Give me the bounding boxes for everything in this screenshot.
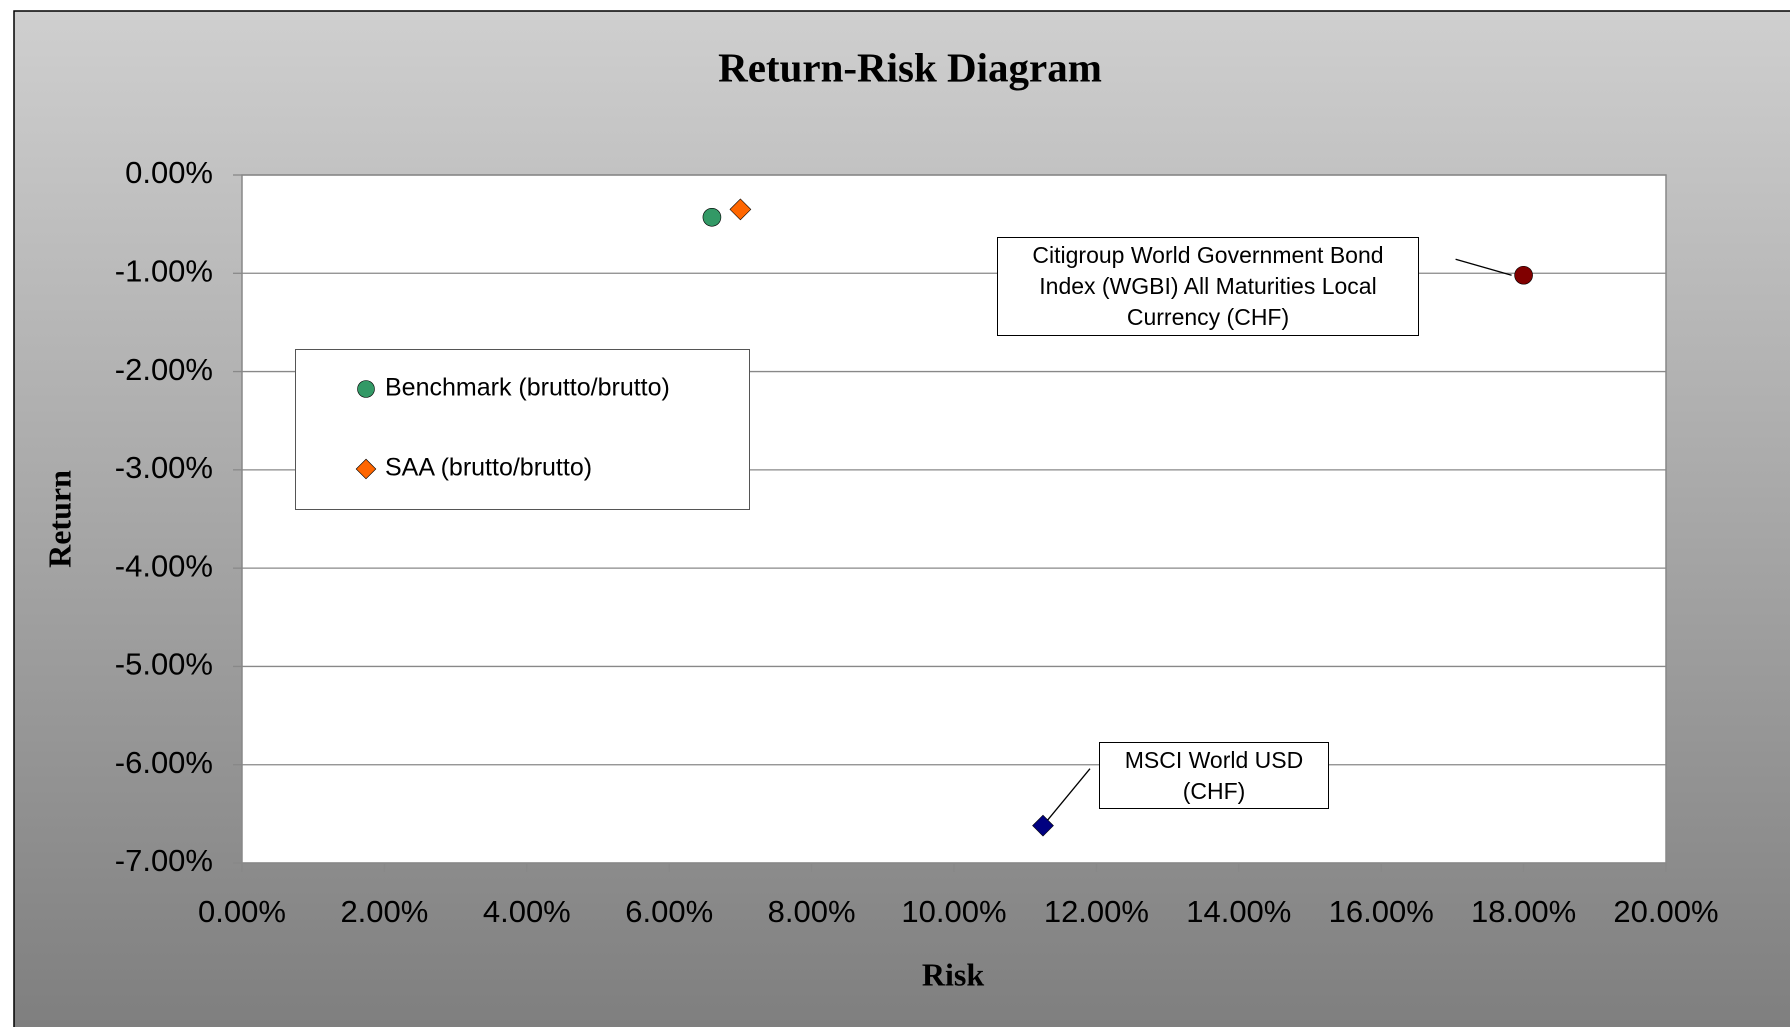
y-tick-label: -4.00% [115,548,213,583]
y-tick-label: -7.00% [115,843,213,878]
x-tick-label: 8.00% [768,894,856,929]
x-tick-label: 10.00% [901,894,1006,929]
y-tick-label: 0.00% [125,155,213,190]
leader-line [1455,258,1512,276]
chart-title: Return-Risk Diagram [718,44,1102,90]
data-point [729,198,752,221]
plot-area [241,174,1667,864]
x-tick-label: 18.00% [1471,894,1576,929]
x-tick-label: 12.00% [1044,894,1149,929]
leader-line [1042,768,1091,827]
annotation-box: Citigroup World Government Bond Index (W… [997,237,1419,336]
x-tick-label: 0.00% [198,894,286,929]
y-tick-label: -2.00% [115,352,213,387]
annotation-box: MSCI World USD (CHF) [1099,742,1329,809]
y-axis-title: Return [41,470,77,568]
data-point [1514,265,1533,285]
x-tick-label: 16.00% [1329,894,1434,929]
y-tick-label: -3.00% [115,450,213,485]
y-tick-label: -6.00% [115,745,213,780]
y-tick-label: -1.00% [115,253,213,288]
x-tick-label: 2.00% [340,894,428,929]
legend [295,349,750,510]
x-tick-label: 4.00% [483,894,571,929]
x-tick-label: 6.00% [625,894,713,929]
y-tick-label: -5.00% [115,647,213,682]
x-axis-title: Risk [922,956,984,992]
data-point [702,207,722,227]
data-point [1032,814,1054,837]
x-tick-label: 14.00% [1186,894,1291,929]
x-tick-label: 20.00% [1613,894,1718,929]
